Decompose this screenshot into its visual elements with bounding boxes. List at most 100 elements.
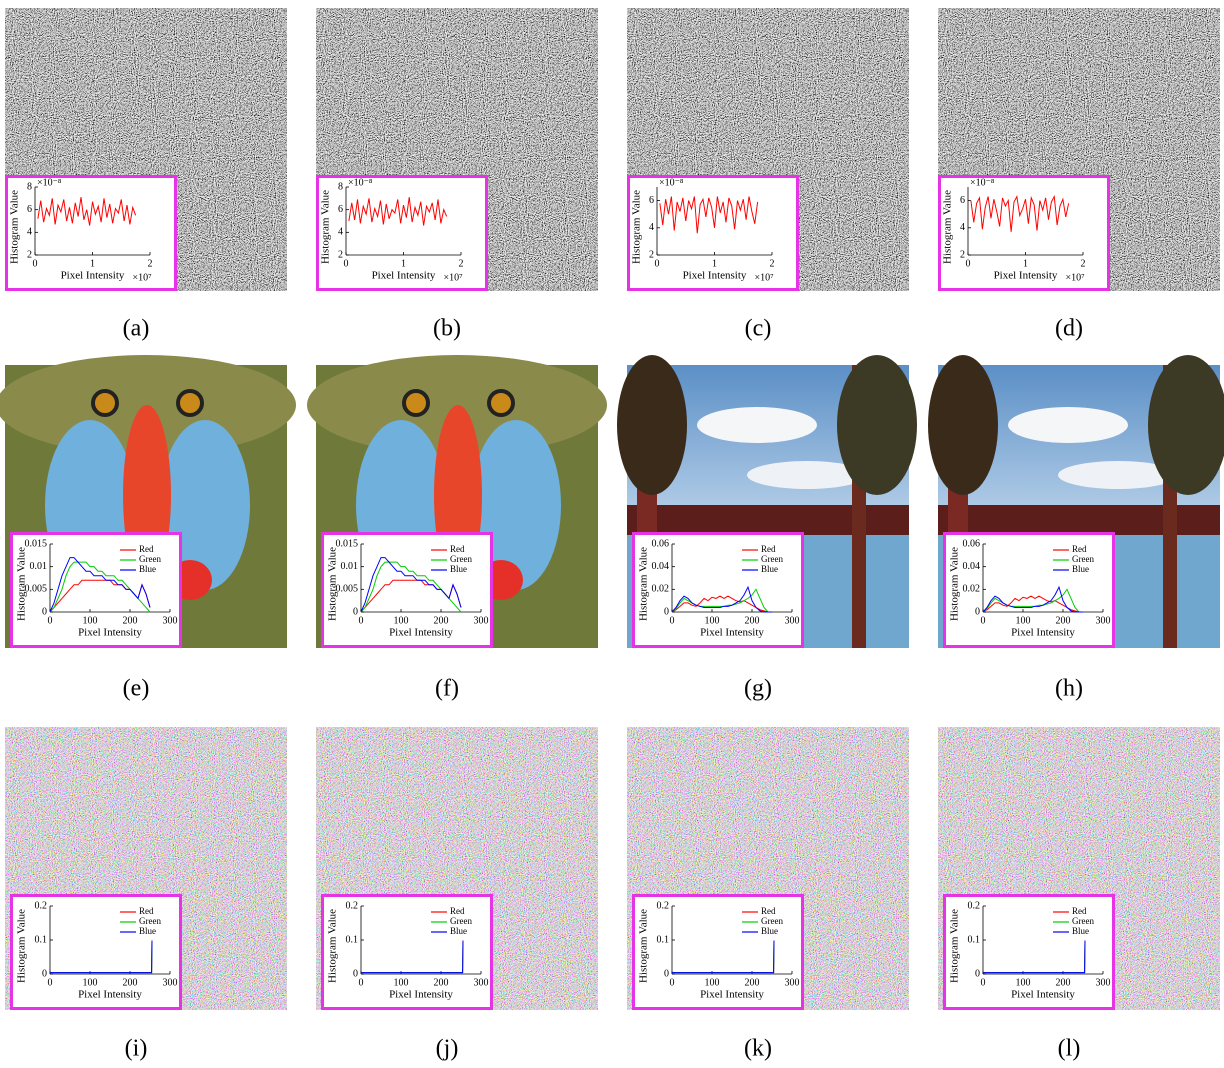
- inset-chart: 00.020.040.060100200300Pixel IntensityHi…: [945, 534, 1114, 647]
- x-tick-label: 100: [1016, 977, 1031, 988]
- y-tick-label: 0.01: [30, 561, 48, 572]
- figure: 2 4 6 8 0 1 2 Pixel Intensity Histogram Value ×10…: [0, 0, 1224, 1068]
- x-tick-label: 0: [33, 258, 38, 269]
- eye: [489, 391, 513, 415]
- x-tick-label: 2: [1081, 258, 1086, 269]
- legend-label: Blue: [139, 926, 156, 936]
- x-axis-label: Pixel Intensity: [683, 270, 747, 282]
- x-tick-label: 100: [1016, 615, 1031, 626]
- x-offset-label: ×10⁷: [444, 272, 464, 283]
- y-tick-label: 0: [353, 606, 358, 617]
- y-axis-label: Histogram Value: [9, 190, 21, 264]
- y-tick-label: 0.1: [657, 934, 670, 945]
- x-tick-label: 0: [981, 615, 986, 626]
- x-tick-label: 0: [359, 977, 364, 988]
- foliage: [928, 355, 998, 495]
- y-tick-label: 6: [27, 204, 32, 215]
- y-tick-label: 0: [664, 606, 669, 617]
- legend-label: Green: [1072, 554, 1094, 564]
- x-axis-label: Pixel Intensity: [389, 627, 453, 639]
- legend-label: Blue: [450, 926, 467, 936]
- x-tick-label: 100: [705, 977, 720, 988]
- y-tick-label: 0.1: [968, 934, 981, 945]
- x-tick-label: 200: [1056, 615, 1071, 626]
- y-tick-label: 0: [42, 606, 47, 617]
- y-tick-label: 0.015: [336, 538, 359, 549]
- y-tick-label: 0.1: [346, 934, 359, 945]
- y-tick-label: 6: [649, 195, 654, 206]
- panel: 00.020.040.060100200300Pixel IntensityHi…: [617, 355, 917, 648]
- x-tick-label: 200: [745, 615, 760, 626]
- x-axis-label: Pixel Intensity: [1011, 627, 1075, 639]
- x-axis-label: Pixel Intensity: [372, 270, 436, 282]
- x-tick-label: 300: [163, 615, 178, 626]
- y-tick-label: 4: [338, 227, 343, 238]
- y-tick-label: 2: [649, 249, 654, 260]
- x-tick-label: 300: [474, 977, 489, 988]
- y-tick-label: 0.1: [35, 934, 48, 945]
- y-tick-label: 2: [27, 249, 32, 260]
- y-tick-label: 8: [27, 181, 32, 192]
- y-tick-label: 0: [664, 968, 669, 979]
- y-tick-label: 2: [960, 249, 965, 260]
- legend-label: Blue: [450, 564, 467, 574]
- x-tick-label: 100: [83, 977, 98, 988]
- legend-label: Blue: [761, 926, 778, 936]
- x-tick-label: 2: [459, 258, 464, 269]
- x-tick-label: 0: [670, 977, 675, 988]
- panel-label: (e): [123, 676, 150, 702]
- y-axis-label: Histogram Value: [949, 547, 961, 621]
- y-tick-label: 0.015: [25, 538, 48, 549]
- x-tick-label: 100: [394, 977, 409, 988]
- x-tick-label: 300: [474, 615, 489, 626]
- legend-label: Blue: [139, 564, 156, 574]
- y-axis-label: Histogram Value: [638, 909, 650, 983]
- inset-chart: 00.10.20100200300Pixel IntensityHistogra…: [945, 896, 1114, 1009]
- y-tick-label: 0.2: [35, 900, 48, 911]
- x-tick-label: 300: [1096, 615, 1111, 626]
- x-tick-label: 1: [1023, 258, 1028, 269]
- legend-label: Red: [761, 544, 776, 554]
- eye: [93, 391, 117, 415]
- y-tick-label: 0.01: [341, 561, 359, 572]
- inset-chart: 00.0050.010.0150100200300Pixel Intensity…: [323, 534, 492, 647]
- x-tick-label: 0: [966, 258, 971, 269]
- x-tick-label: 1: [401, 258, 406, 269]
- legend-label: Red: [1072, 906, 1087, 916]
- y-tick-label: 0.2: [346, 900, 359, 911]
- cloud: [697, 407, 817, 443]
- x-tick-label: 0: [655, 258, 660, 269]
- panel-label: (j): [436, 1036, 459, 1062]
- y-offset-label: ×10⁻⁸: [348, 177, 373, 188]
- panel: 00.10.20100200300Pixel IntensityHistogra…: [938, 727, 1220, 1010]
- x-offset-label: ×10⁷: [755, 272, 775, 283]
- y-tick-label: 6: [960, 195, 965, 206]
- y-tick-label: 2: [338, 249, 343, 260]
- y-tick-label: 6: [338, 204, 343, 215]
- x-tick-label: 300: [785, 977, 800, 988]
- foliage: [617, 355, 687, 495]
- y-tick-label: 0.06: [963, 538, 981, 549]
- y-tick-label: 4: [649, 222, 654, 233]
- panel-label: (b): [433, 316, 461, 342]
- x-tick-label: 1: [90, 258, 95, 269]
- panel-label: (c): [745, 316, 772, 342]
- x-axis-label: Pixel Intensity: [78, 989, 142, 1001]
- panel-label: (a): [123, 316, 150, 342]
- x-tick-label: 0: [48, 615, 53, 626]
- x-offset-label: ×10⁷: [1066, 272, 1086, 283]
- legend-label: Red: [450, 906, 465, 916]
- legend-label: Green: [139, 916, 161, 926]
- y-tick-label: 4: [27, 227, 32, 238]
- x-tick-label: 0: [344, 258, 349, 269]
- y-tick-label: 0.005: [336, 584, 359, 595]
- y-tick-label: 0.06: [652, 538, 670, 549]
- y-tick-label: 4: [960, 222, 965, 233]
- treeline: [938, 505, 1220, 535]
- y-tick-label: 0.02: [652, 584, 670, 595]
